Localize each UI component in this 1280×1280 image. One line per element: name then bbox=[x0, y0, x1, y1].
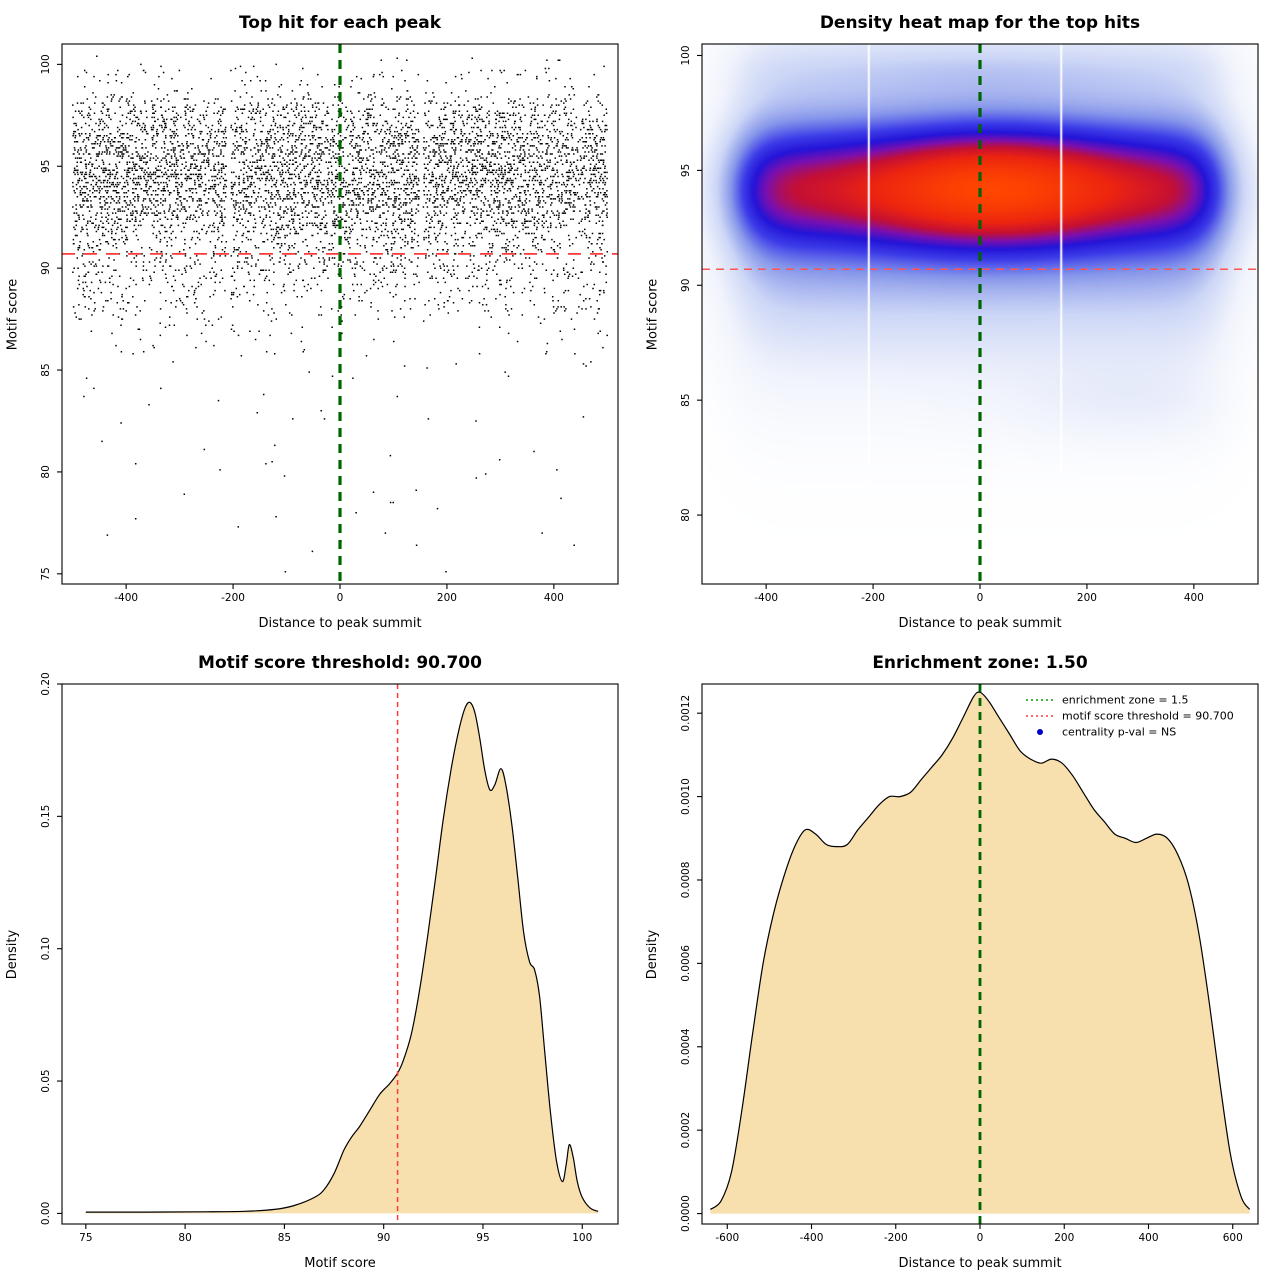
y-tick-label: 80 bbox=[680, 508, 692, 521]
x-tick-label: 75 bbox=[79, 1232, 92, 1244]
density-curve bbox=[85, 701, 599, 1213]
plot-box bbox=[61, 683, 619, 1225]
ylabel-text: Density bbox=[5, 929, 21, 979]
x-tick-label: 90 bbox=[377, 1232, 390, 1244]
enrichment-x-axis-label: Distance to peak summit bbox=[898, 1256, 1062, 1271]
ylabel-text: Motif score bbox=[645, 278, 661, 350]
panel-top-hit-scatter: -400 -200 0 200 400 75 80 85 90 95 100 Top hit for… bbox=[0, 0, 640, 640]
y-tick-label: 0.0010 bbox=[680, 778, 692, 815]
x-tick-label: 0 bbox=[977, 592, 984, 604]
y-tick-label: 0.0006 bbox=[680, 945, 692, 982]
enrichment-density-plot: -600 -400 -200 0 200 400 600 0.0000 0.0002 0.0004… bbox=[680, 683, 1259, 1244]
x-tick-label: 400 bbox=[1184, 592, 1204, 604]
heatmap-title: Density heat map for the top hits bbox=[819, 13, 1141, 33]
y-tick-label: 0.0002 bbox=[680, 1112, 692, 1149]
x-tick-label: 400 bbox=[1138, 1232, 1158, 1244]
legend-marker-point bbox=[1037, 729, 1043, 735]
x-tick-label: 600 bbox=[1223, 1232, 1243, 1244]
heatmap-plot: -400 -200 0 200 400 80 85 90 95 100 bbox=[680, 43, 1259, 604]
plot-frame: -600 -400 -200 0 200 400 600 0.0000 0.0002 0.0004… bbox=[680, 683, 1259, 1244]
x-tick-label: 200 bbox=[1077, 592, 1097, 604]
scatter-plot: -400 -200 0 200 400 75 80 85 90 95 100 bbox=[40, 43, 619, 604]
y-tick-label: 100 bbox=[40, 54, 52, 74]
x-tick-label: -200 bbox=[221, 592, 245, 604]
y-tick-label: 0.0012 bbox=[680, 695, 692, 732]
enrichment-y-axis-label: Density bbox=[642, 684, 664, 1224]
panel-density-heatmap: -400 -200 0 200 400 80 85 90 95 100 Density heat … bbox=[640, 0, 1280, 640]
x-tick-label: 0 bbox=[977, 1232, 984, 1244]
x-tick-label: 200 bbox=[437, 592, 457, 604]
legend-label: enrichment zone = 1.5 bbox=[1062, 694, 1189, 707]
ylabel-text: Motif score bbox=[5, 278, 21, 350]
y-tick-label: 90 bbox=[40, 261, 52, 274]
x-tick-label: 100 bbox=[572, 1232, 592, 1244]
scatter-title: Top hit for each peak bbox=[238, 13, 442, 33]
y-tick-label: 100 bbox=[680, 45, 692, 65]
x-tick-label: -400 bbox=[114, 592, 138, 604]
plot-frame: 75 80 85 90 95 100 0.00 0.05 0.10 0.15 0.20 bbox=[40, 672, 619, 1244]
y-tick-label: 0.20 bbox=[40, 672, 52, 695]
y-tick-label: 0.00 bbox=[40, 1202, 52, 1225]
legend-label: centrality p-val = NS bbox=[1062, 726, 1176, 739]
motif-density-title: Motif score threshold: 90.700 bbox=[198, 653, 482, 673]
x-tick-label: -400 bbox=[754, 592, 778, 604]
scatter-x-axis-label: Distance to peak summit bbox=[258, 616, 422, 631]
scatter-y-axis-label: Motif score bbox=[2, 44, 24, 584]
x-tick-label: 95 bbox=[476, 1232, 489, 1244]
y-tick-label: 0.0008 bbox=[680, 862, 692, 899]
x-tick-label: -200 bbox=[861, 592, 885, 604]
y-tick-label: 0.05 bbox=[40, 1069, 52, 1092]
y-tick-label: 0.0004 bbox=[680, 1028, 692, 1065]
y-tick-label: 0.10 bbox=[40, 937, 52, 960]
y-tick-label: 75 bbox=[40, 567, 52, 580]
legend-label: motif score threshold = 90.700 bbox=[1062, 710, 1234, 723]
x-tick-label: 200 bbox=[1054, 1232, 1074, 1244]
y-tick-label: 95 bbox=[680, 164, 692, 177]
legend: enrichment zone = 1.5 motif score thresho… bbox=[1026, 694, 1234, 739]
density-area bbox=[85, 702, 599, 1214]
x-tick-label: -400 bbox=[800, 1232, 824, 1244]
plot-frame: -400 -200 0 200 400 75 80 85 90 95 100 bbox=[40, 43, 619, 604]
x-tick-label: 80 bbox=[178, 1232, 191, 1244]
motif-density-plot: 75 80 85 90 95 100 0.00 0.05 0.10 0.15 0.20 bbox=[40, 672, 619, 1244]
heatmap-x-axis-label: Distance to peak summit bbox=[898, 616, 1062, 631]
y-tick-label: 90 bbox=[680, 279, 692, 292]
density-curve bbox=[710, 691, 1251, 1210]
heatmap-y-axis-label: Motif score bbox=[642, 44, 664, 584]
ylabel-text: Density bbox=[645, 929, 661, 979]
plot-frame: -400 -200 0 200 400 80 85 90 95 100 bbox=[680, 43, 1259, 604]
panel-enrichment-zone-density: -600 -400 -200 0 200 400 600 0.0000 0.0002 0.0004… bbox=[640, 640, 1280, 1280]
x-tick-label: -200 bbox=[884, 1232, 908, 1244]
x-tick-label: 85 bbox=[278, 1232, 291, 1244]
x-tick-label: 400 bbox=[544, 592, 564, 604]
y-tick-label: 0.0000 bbox=[680, 1195, 692, 1232]
y-tick-label: 95 bbox=[40, 160, 52, 173]
motif-density-x-axis-label: Motif score bbox=[304, 1256, 376, 1271]
scatter-points bbox=[72, 55, 609, 573]
y-tick-label: 85 bbox=[680, 393, 692, 406]
y-tick-label: 80 bbox=[40, 465, 52, 478]
y-tick-label: 85 bbox=[40, 363, 52, 376]
x-tick-label: -600 bbox=[715, 1232, 739, 1244]
x-tick-label: 0 bbox=[337, 592, 344, 604]
motif-density-y-axis-label: Density bbox=[2, 684, 24, 1224]
y-tick-label: 0.15 bbox=[40, 805, 52, 828]
panel-motif-score-density: 75 80 85 90 95 100 0.00 0.05 0.10 0.15 0.20 Motif … bbox=[0, 640, 640, 1280]
enrichment-title: Enrichment zone: 1.50 bbox=[872, 653, 1088, 673]
